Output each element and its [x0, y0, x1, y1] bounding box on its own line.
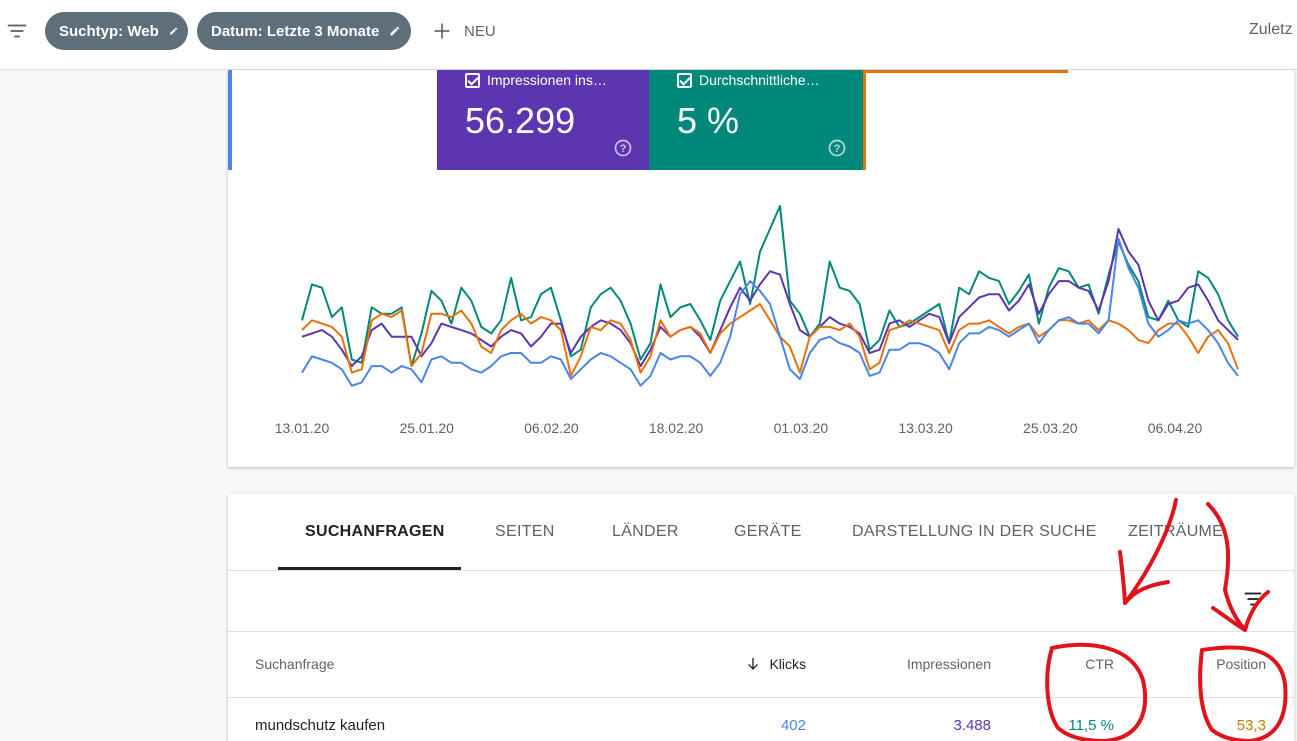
date-range-chip[interactable]: Datum: Letzte 3 Monate [197, 12, 411, 50]
dimension-tabs: SUCHANFRAGEN SEITEN LÄNDER GERÄTE DARSTE… [228, 494, 1294, 571]
x-tick-label: 13.03.20 [898, 420, 953, 436]
svg-text:?: ? [620, 143, 627, 155]
tab-queries[interactable]: SUCHANFRAGEN [305, 523, 445, 540]
metric-card-position-redacted[interactable] [863, 70, 1068, 170]
metric-value: 56.299 [465, 100, 576, 141]
x-tick-label: 01.03.20 [774, 420, 829, 436]
x-tick-label: 06.04.20 [1148, 420, 1203, 436]
last-updated-label: Zuletz [1249, 21, 1293, 38]
metric-label: Durchschnittliche… [699, 72, 820, 88]
cell-query: mundschutz kaufen [255, 717, 386, 734]
series-line-0 [301, 205, 1239, 368]
series-line-1 [301, 227, 1239, 368]
new-filter-button[interactable]: NEU [432, 18, 496, 44]
table-toolbar [228, 571, 1294, 632]
edit-icon [169, 27, 177, 35]
column-header-query[interactable]: Suchanfrage [255, 656, 335, 672]
x-tick-label: 06.02.20 [524, 420, 579, 436]
metric-card-impressions[interactable]: Impressionen ins… 56.299 ? [437, 70, 649, 170]
metric-value: 5 % [677, 100, 740, 141]
filter-icon[interactable] [6, 20, 28, 42]
column-header-position[interactable]: Position [1216, 656, 1266, 672]
cell-impressions: 3.488 [953, 717, 991, 734]
series-line-3 [301, 237, 1239, 387]
x-tick-label: 13.01.20 [275, 420, 330, 436]
table-header-row: Suchanfrage Klicks Impressionen CTR Posi… [228, 632, 1294, 698]
tab-date-ranges[interactable]: ZEITRÄUME [1128, 523, 1224, 540]
metric-card-clicks-redacted[interactable] [228, 70, 437, 170]
tab-devices[interactable]: GERÄTE [734, 523, 802, 540]
tab-search-appearance[interactable]: DARSTELLUNG IN DER SUCHE [852, 523, 1097, 540]
tab-countries[interactable]: LÄNDER [612, 523, 679, 540]
cell-clicks: 402 [780, 717, 806, 734]
arrow-down-icon [748, 658, 759, 670]
x-tick-label: 25.01.20 [399, 420, 454, 436]
add-icon [434, 23, 450, 39]
checkbox-checked-icon[interactable] [465, 72, 480, 88]
metric-label: Impressionen ins… [487, 72, 607, 88]
column-header-clicks[interactable]: Klicks [745, 656, 806, 672]
cell-ctr: 11,5 % [1068, 717, 1114, 734]
search-type-chip[interactable]: Suchtyp: Web [45, 12, 188, 50]
help-icon[interactable]: ? [613, 138, 633, 158]
column-header-label: Klicks [769, 656, 806, 672]
metric-header: Impressionen ins… [465, 72, 607, 88]
new-filter-label: NEU [464, 22, 496, 40]
svg-text:?: ? [834, 143, 841, 155]
top-toolbar: Suchtyp: Web Datum: Letzte 3 Monate NEU … [0, 0, 1297, 70]
x-tick-label: 18.02.20 [649, 420, 704, 436]
edit-icon [390, 26, 400, 36]
cell-position: 53,3 [1236, 717, 1266, 734]
help-icon[interactable]: ? [827, 138, 847, 158]
x-tick-label: 25.03.20 [1023, 420, 1078, 436]
checkbox-checked-icon[interactable] [677, 72, 692, 88]
chip-label: Suchtyp: Web [59, 22, 159, 40]
performance-chart-card: Impressionen ins… 56.299 ? Durchschnittl… [228, 70, 1294, 467]
table-row[interactable]: mundschutz kaufen 402 3.488 11,5 % 53,3 [228, 698, 1294, 741]
filter-rows-icon[interactable] [1242, 588, 1264, 610]
column-header-ctr[interactable]: CTR [1085, 656, 1114, 672]
queries-table-card: SUCHANFRAGEN SEITEN LÄNDER GERÄTE DARSTE… [228, 494, 1294, 741]
active-tab-indicator [278, 567, 461, 570]
chip-label: Datum: Letzte 3 Monate [211, 22, 380, 40]
metric-card-ctr[interactable]: Durchschnittliche… 5 % ? [649, 70, 863, 170]
series-line-2 [301, 303, 1239, 377]
tab-pages[interactable]: SEITEN [495, 523, 555, 540]
metric-header: Durchschnittliche… [677, 72, 820, 88]
column-header-impressions[interactable]: Impressionen [906, 656, 991, 672]
performance-line-chart: 13.01.20 25.01.20 06.02.20 18.02.20 01.03.20… [275, 205, 1239, 436]
